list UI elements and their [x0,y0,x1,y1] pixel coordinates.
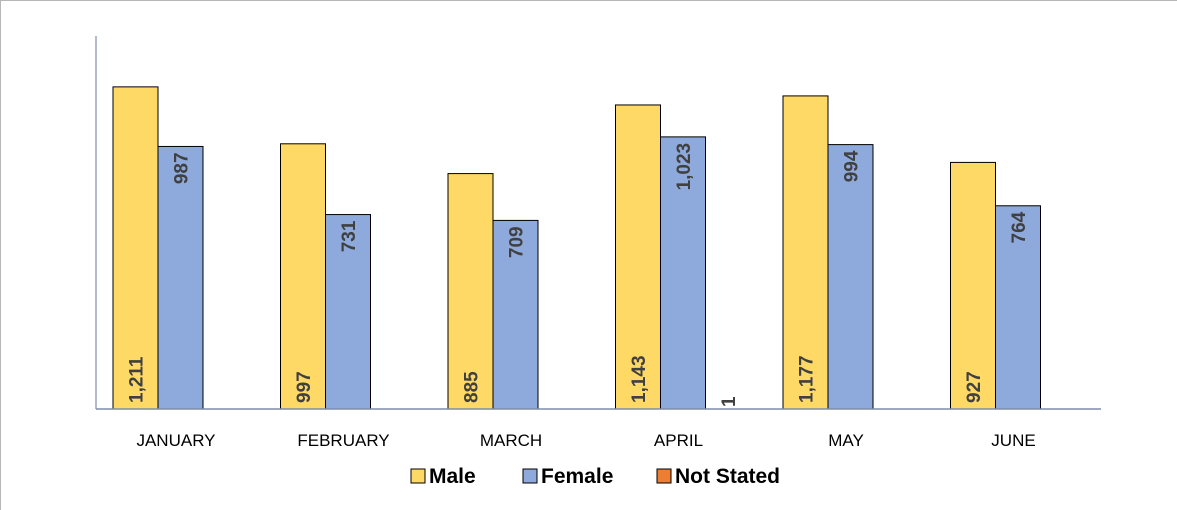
value-label-female-april: 1,023 [674,143,695,191]
value-label-female-february: 731 [339,220,360,252]
category-labels: JANUARY FEBRUARY MARCH APRIL MAY JUNE [136,431,1035,450]
bar-female-january [158,146,203,409]
value-label-female-january: 987 [172,152,193,184]
legend: Male Female Not Stated [411,465,780,488]
legend-swatch-not-stated [657,469,671,483]
value-label-male-february: 997 [294,371,315,403]
legend-swatch-female [523,469,537,483]
bar-female-may [828,145,873,409]
x-tick-label-may: MAY [828,431,864,450]
value-label-female-march: 709 [507,226,528,258]
value-label-female-may: 994 [842,150,863,182]
value-label-male-june: 927 [964,371,985,403]
x-tick-label-march: MARCH [480,431,542,450]
value-label-male-january: 1,211 [127,356,148,403]
x-tick-label-february: FEBRUARY [297,431,389,450]
value-label-male-march: 885 [462,371,483,403]
value-label-male-april: 1,143 [629,355,650,403]
legend-label-female: Female [541,465,613,488]
legend-label-not-stated: Not Stated [675,465,780,488]
legend-label-male: Male [429,465,476,488]
x-tick-label-june: JUNE [991,431,1035,450]
value-label-not-stated-april: 1 [719,396,740,407]
bars-layer [113,87,1041,409]
value-label-female-june: 764 [1009,211,1030,243]
x-tick-label-january: JANUARY [136,431,215,450]
value-labels: 1,211 987 997 731 885 709 1,143 1,023 1 1,177 994 9… [127,143,1031,407]
legend-swatch-male [411,469,425,483]
bar-male-february [281,144,326,409]
value-label-male-may: 1,177 [797,355,818,403]
x-tick-label-april: APRIL [654,431,703,450]
